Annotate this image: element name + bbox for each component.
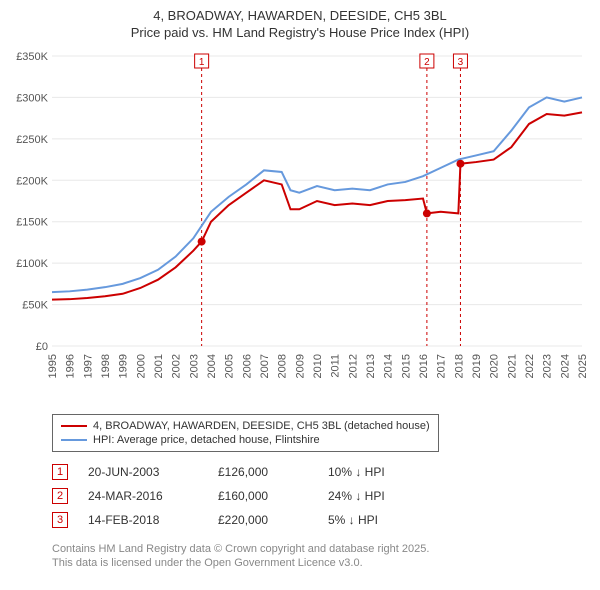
legend-label: 4, BROADWAY, HAWARDEN, DEESIDE, CH5 3BL … [93,420,430,432]
svg-text:1996: 1996 [65,354,77,378]
title-block: 4, BROADWAY, HAWARDEN, DEESIDE, CH5 3BL … [10,8,590,42]
legend-swatch [61,439,87,441]
svg-text:£0: £0 [36,341,48,353]
legend-row: 4, BROADWAY, HAWARDEN, DEESIDE, CH5 3BL … [61,419,430,433]
svg-text:£350K: £350K [16,51,48,63]
svg-text:2: 2 [424,57,430,68]
tx-date: 14-FEB-2018 [88,513,198,527]
tx-price: £126,000 [218,465,308,479]
svg-text:£300K: £300K [16,92,48,104]
svg-text:2010: 2010 [312,354,324,378]
tx-hpi: 10% ↓ HPI [328,465,418,479]
legend-row: HPI: Average price, detached house, Flin… [61,433,430,447]
svg-text:2000: 2000 [135,354,147,378]
price-point [423,209,431,217]
svg-text:2009: 2009 [294,354,306,378]
legend: 4, BROADWAY, HAWARDEN, DEESIDE, CH5 3BL … [52,414,439,452]
svg-text:1997: 1997 [82,354,94,378]
svg-text:2019: 2019 [471,354,483,378]
footer: Contains HM Land Registry data © Crown c… [52,542,590,571]
footer-line1: Contains HM Land Registry data © Crown c… [52,542,590,556]
svg-text:2008: 2008 [277,354,289,378]
transactions-table: 1 20-JUN-2003 £126,000 10% ↓ HPI 2 24-MAR-201… [52,460,590,532]
svg-text:2012: 2012 [347,354,359,378]
title-line2: Price paid vs. HM Land Registry's House … [10,25,590,42]
transaction-row: 1 20-JUN-2003 £126,000 10% ↓ HPI [52,460,590,484]
tx-marker: 3 [52,512,68,528]
svg-text:2007: 2007 [259,354,271,378]
svg-text:2013: 2013 [365,354,377,378]
transaction-row: 2 24-MAR-2016 £160,000 24% ↓ HPI [52,484,590,508]
svg-text:1995: 1995 [47,354,59,378]
tx-price: £220,000 [218,513,308,527]
svg-text:£50K: £50K [22,299,48,311]
tx-marker: 2 [52,488,68,504]
legend-swatch [61,425,87,427]
svg-text:2011: 2011 [330,354,342,378]
svg-text:2023: 2023 [542,354,554,378]
svg-text:£200K: £200K [16,175,48,187]
svg-text:£100K: £100K [16,258,48,270]
svg-text:2025: 2025 [577,354,589,378]
svg-text:2003: 2003 [188,354,200,378]
svg-text:£250K: £250K [16,134,48,146]
tx-hpi: 24% ↓ HPI [328,489,418,503]
footer-line2: This data is licensed under the Open Gov… [52,556,590,570]
chart: £0 £50K £100K £150K £200K £250K £300K £350K 1995… [10,48,590,408]
svg-text:2024: 2024 [559,354,571,378]
title-line1: 4, BROADWAY, HAWARDEN, DEESIDE, CH5 3BL [10,8,590,25]
svg-text:2004: 2004 [206,354,218,378]
svg-text:1999: 1999 [118,354,130,378]
svg-text:2001: 2001 [153,354,165,378]
svg-text:2022: 2022 [524,354,536,378]
svg-text:3: 3 [458,57,464,68]
chart-svg: £0 £50K £100K £150K £200K £250K £300K £350K 1995… [10,48,590,408]
tx-date: 24-MAR-2016 [88,489,198,503]
svg-text:2006: 2006 [241,354,253,378]
transaction-row: 3 14-FEB-2018 £220,000 5% ↓ HPI [52,508,590,532]
svg-text:£150K: £150K [16,216,48,228]
tx-marker: 1 [52,464,68,480]
tx-hpi: 5% ↓ HPI [328,513,418,527]
price-point [456,159,464,167]
svg-text:2002: 2002 [171,354,183,378]
svg-text:2016: 2016 [418,354,430,378]
chart-container: 4, BROADWAY, HAWARDEN, DEESIDE, CH5 3BL … [0,0,600,578]
svg-text:2014: 2014 [383,354,395,378]
svg-text:2018: 2018 [453,354,465,378]
svg-text:1: 1 [199,57,205,68]
price-point [198,237,206,245]
tx-date: 20-JUN-2003 [88,465,198,479]
svg-text:2015: 2015 [400,354,412,378]
legend-label: HPI: Average price, detached house, Flin… [93,434,320,446]
svg-text:1998: 1998 [100,354,112,378]
svg-text:2020: 2020 [489,354,501,378]
tx-price: £160,000 [218,489,308,503]
svg-text:2017: 2017 [436,354,448,378]
svg-text:2005: 2005 [224,354,236,378]
svg-text:2021: 2021 [506,354,518,378]
